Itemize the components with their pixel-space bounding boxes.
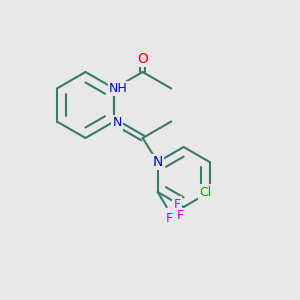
Text: F: F — [166, 212, 173, 226]
Text: O: O — [137, 52, 148, 65]
Text: NH: NH — [109, 82, 128, 95]
Text: Cl: Cl — [199, 185, 211, 199]
Text: F: F — [177, 209, 184, 223]
Text: N: N — [112, 116, 122, 130]
Text: N: N — [152, 155, 163, 169]
Text: F: F — [174, 197, 181, 211]
